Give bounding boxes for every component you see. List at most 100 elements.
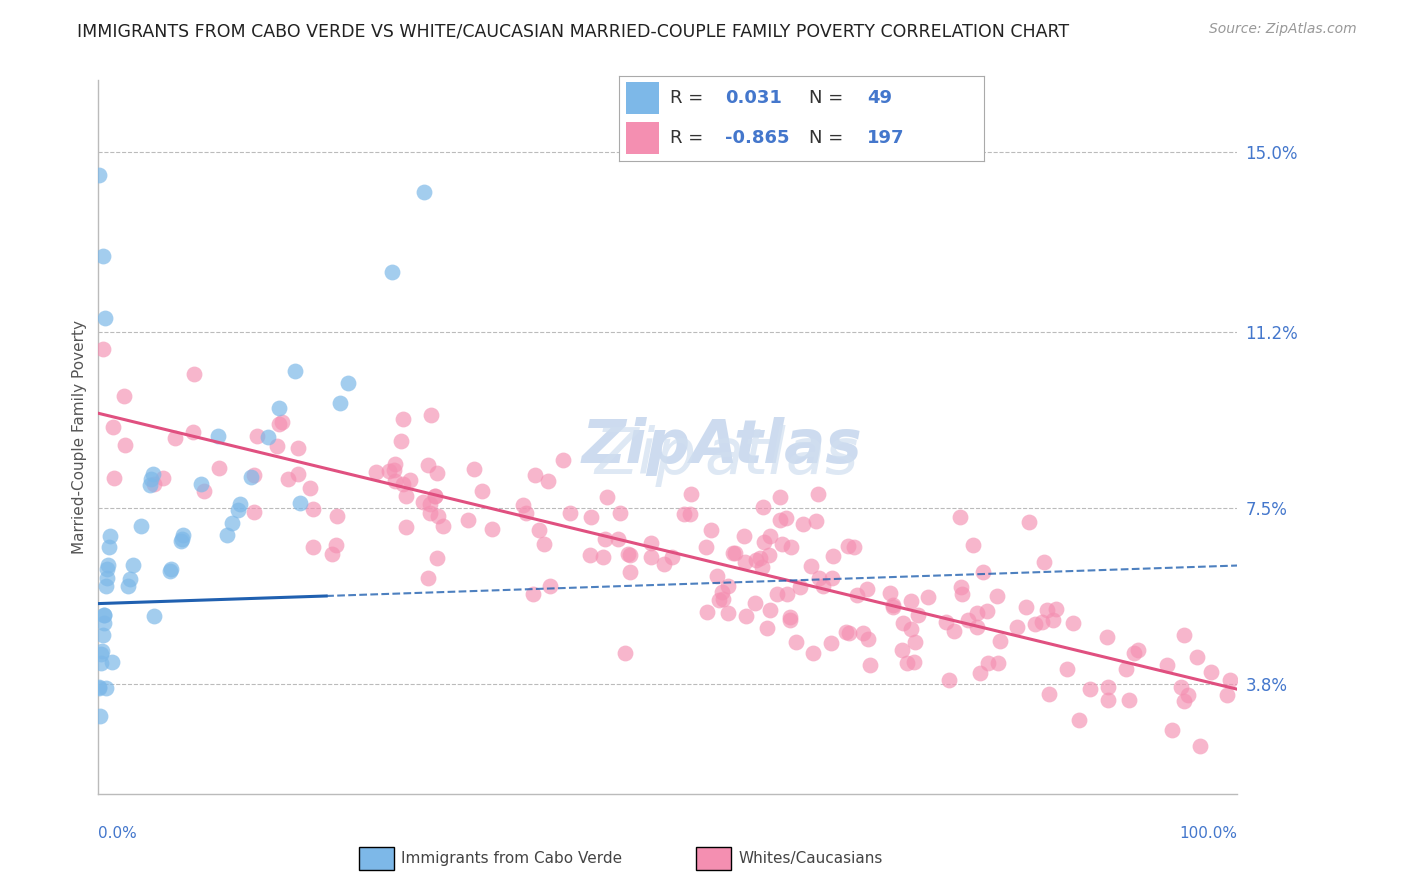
Point (724, 546, 747, 560)
Text: Source: ZipAtlas.com: Source: ZipAtlas.com (1209, 22, 1357, 37)
Point (759, 602, 782, 616)
Point (779, 613, 801, 627)
Point (114, 438, 136, 452)
Point (1161, 723, 1184, 737)
Point (661, 550, 683, 565)
Point (1115, 662, 1137, 676)
Point (93, 608, 115, 623)
Point (97, 558, 120, 572)
Point (769, 490, 792, 504)
Point (91, 342, 114, 356)
Text: R =: R = (669, 128, 709, 146)
Point (538, 579, 561, 593)
Point (949, 509, 972, 524)
Point (96, 579, 118, 593)
Point (103, 470, 125, 484)
Point (471, 483, 494, 498)
Point (903, 655, 925, 669)
Point (613, 646, 636, 660)
Point (785, 635, 807, 649)
Point (616, 548, 638, 562)
Point (734, 608, 756, 623)
Point (938, 673, 960, 687)
Point (700, 523, 723, 537)
Point (679, 486, 702, 500)
Point (382, 463, 405, 477)
Point (988, 634, 1011, 648)
Point (1067, 713, 1090, 727)
Point (891, 615, 914, 630)
Point (917, 590, 939, 604)
Point (537, 474, 560, 488)
Point (287, 467, 309, 481)
Point (823, 549, 845, 563)
Y-axis label: Married-Couple Family Poverty: Married-Couple Family Poverty (72, 320, 87, 554)
Point (1173, 628, 1195, 642)
Point (859, 658, 882, 673)
Point (900, 593, 922, 607)
Point (117, 578, 139, 592)
Point (593, 532, 616, 546)
Point (101, 420, 124, 434)
Point (412, 494, 434, 508)
Bar (626, 121, 659, 153)
Point (837, 539, 859, 553)
Point (1032, 555, 1054, 569)
Point (1038, 687, 1060, 701)
Point (243, 505, 266, 519)
Text: IMMIGRANTS FROM CABO VERDE VS WHITE/CAUCASIAN MARRIED-COUPLE FAMILY POVERTY CORR: IMMIGRANTS FROM CABO VERDE VS WHITE/CAUC… (77, 22, 1070, 40)
Point (523, 467, 546, 482)
Point (384, 474, 406, 488)
Point (710, 585, 733, 599)
Point (89, 709, 111, 723)
Point (852, 626, 875, 640)
Point (325, 538, 347, 552)
Point (326, 509, 349, 524)
Point (98, 529, 121, 543)
Point (90, 657, 112, 671)
Point (321, 547, 343, 561)
Text: Whites/Caucasians: Whites/Caucasians (738, 851, 883, 865)
Point (1035, 602, 1057, 616)
Point (1201, 665, 1223, 679)
Point (159, 562, 181, 576)
Point (100, 655, 122, 669)
Point (758, 548, 780, 562)
Point (1018, 516, 1040, 530)
Point (129, 519, 152, 533)
Point (856, 632, 879, 646)
Point (426, 551, 449, 566)
Point (267, 417, 290, 431)
Point (609, 507, 631, 521)
Point (93, 249, 115, 263)
Point (90, 644, 112, 658)
Text: 0.031: 0.031 (724, 89, 782, 107)
Point (217, 528, 239, 542)
Point (207, 429, 229, 443)
Point (181, 425, 204, 439)
Point (91, 628, 114, 642)
Point (425, 489, 447, 503)
Point (752, 535, 775, 549)
Point (765, 587, 787, 601)
Point (1007, 620, 1029, 634)
Point (950, 587, 973, 601)
Point (1156, 657, 1178, 672)
Point (748, 551, 770, 566)
Point (266, 439, 288, 453)
Point (943, 624, 966, 639)
Point (679, 507, 702, 521)
Point (789, 580, 811, 594)
Point (745, 553, 768, 567)
Point (808, 571, 831, 585)
Point (112, 389, 135, 403)
Point (416, 458, 439, 473)
Point (384, 457, 406, 471)
Point (579, 548, 602, 562)
Point (733, 529, 755, 543)
Point (418, 571, 440, 585)
Point (425, 467, 447, 481)
Point (419, 497, 441, 511)
Point (142, 609, 165, 624)
Text: atlas: atlas (704, 425, 859, 487)
